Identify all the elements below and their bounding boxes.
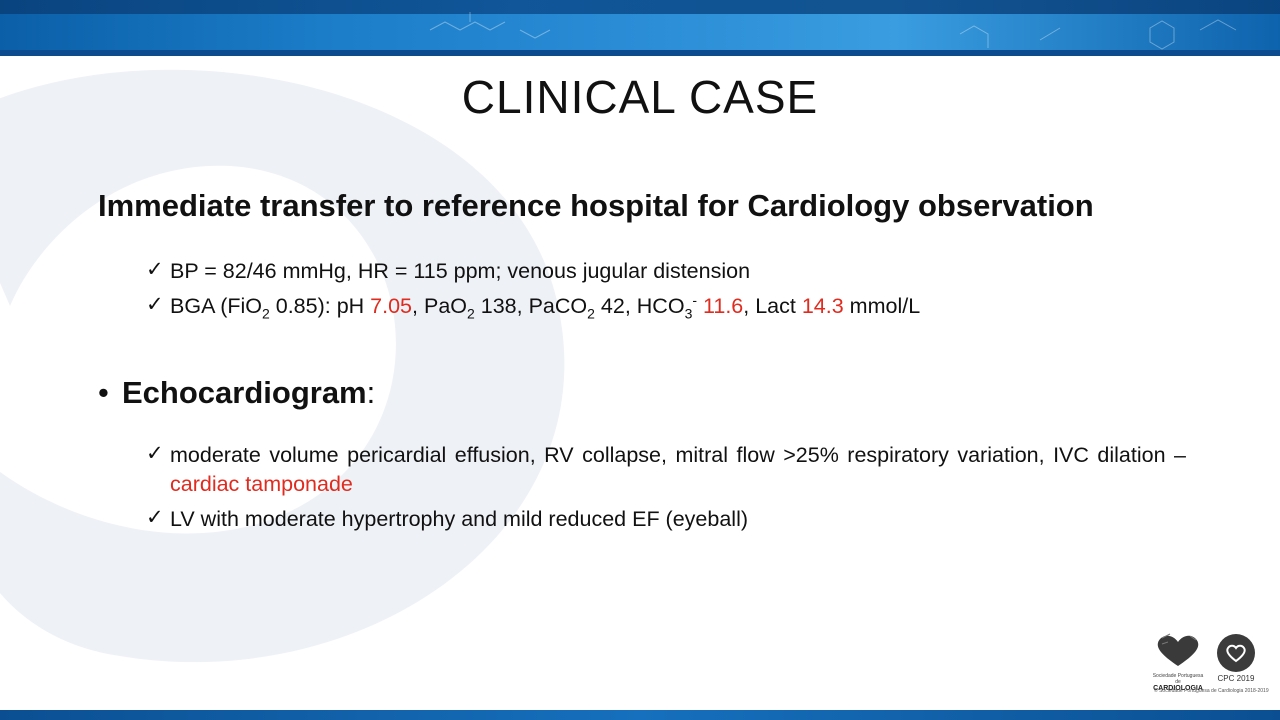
list-item-vitals: ✓ BP = 82/46 mmHg, HR = 115 ppm; venous … <box>146 257 1186 286</box>
vitals-text: BP = 82/46 mmHg, HR = 115 ppm; venous ju… <box>170 259 751 283</box>
header-stripe <box>0 50 1280 56</box>
spc-logo: Sociedade Portuguesa de CARDIOLOGIA <box>1150 632 1206 694</box>
header-banner <box>0 0 1280 56</box>
checkmark-icon: ✓ <box>146 442 164 465</box>
slide-title: CLINICAL CASE <box>461 71 819 123</box>
checkmark-icon: ✓ <box>146 258 164 281</box>
effusion-text: moderate volume pericardial effusion, RV… <box>170 443 1186 467</box>
background-swirl <box>0 69 565 663</box>
cpc-circle <box>1217 634 1255 672</box>
lact-unit: mmol/L <box>843 294 921 318</box>
ph-value: 7.05 <box>370 294 413 318</box>
list-item-bga: ✓ BGA (FiO2 0.85): pH 7.05, PaO2 138, Pa… <box>146 292 1186 321</box>
hco3-superscript: - <box>692 291 698 308</box>
heart-outline-icon <box>1226 644 1246 663</box>
paco2-value: 42, HCO <box>594 294 685 318</box>
vitals-list: ✓ BP = 82/46 mmHg, HR = 115 ppm; venous … <box>146 257 1186 327</box>
lv-text: LV with moderate hypertrophy and mild re… <box>170 507 749 531</box>
cpc-logo: CPC 2019 <box>1214 634 1258 686</box>
echo-list: ✓ moderate volume pericardial effusion, … <box>146 441 1186 540</box>
echo-bullet: • Echocardiogram: <box>98 375 375 411</box>
copyright-footnote: © Sociedade Portuguesa de Cardiologia 20… <box>1154 688 1269 694</box>
list-item-lv: ✓ LV with moderate hypertrophy and mild … <box>146 505 1186 534</box>
paco2-subscript: 2 <box>587 305 595 322</box>
bullet-dot-icon: • <box>98 375 109 410</box>
slide-headline: Immediate transfer to reference hospital… <box>98 188 1094 223</box>
echo-label: Echocardiogram <box>122 375 367 410</box>
fio2-subscript: 2 <box>261 305 270 322</box>
hco3-subscript: 3 <box>684 305 693 322</box>
header-dark-band <box>0 0 1280 14</box>
hco3-value: 11.6 <box>703 294 744 318</box>
tamponade-highlight: cardiac tamponade <box>170 472 353 496</box>
cpc-caption: CPC 2019 <box>1217 674 1255 683</box>
spc-caption: CARDIOLOGIA <box>1153 685 1203 692</box>
pao2-subscript: 2 <box>467 305 475 322</box>
echo-colon: : <box>366 375 376 410</box>
pao2-label: , PaO <box>412 294 467 318</box>
molecule-pattern <box>429 12 1237 50</box>
bga-fio2-value: 0.85): pH <box>269 294 371 318</box>
lact-label: , Lact <box>743 294 802 318</box>
pao2-value: 138, PaCO <box>474 294 588 318</box>
checkmark-icon: ✓ <box>146 293 164 316</box>
lact-value: 14.3 <box>801 294 844 318</box>
checkmark-icon: ✓ <box>146 506 164 529</box>
spc-caption-small: Sociedade Portuguesa de <box>1152 673 1204 685</box>
heart-logo-icon <box>1157 633 1199 666</box>
footer-bar <box>0 710 1280 720</box>
list-item-effusion: ✓ moderate volume pericardial effusion, … <box>146 441 1186 499</box>
bga-prefix: BGA (FiO <box>170 294 262 318</box>
